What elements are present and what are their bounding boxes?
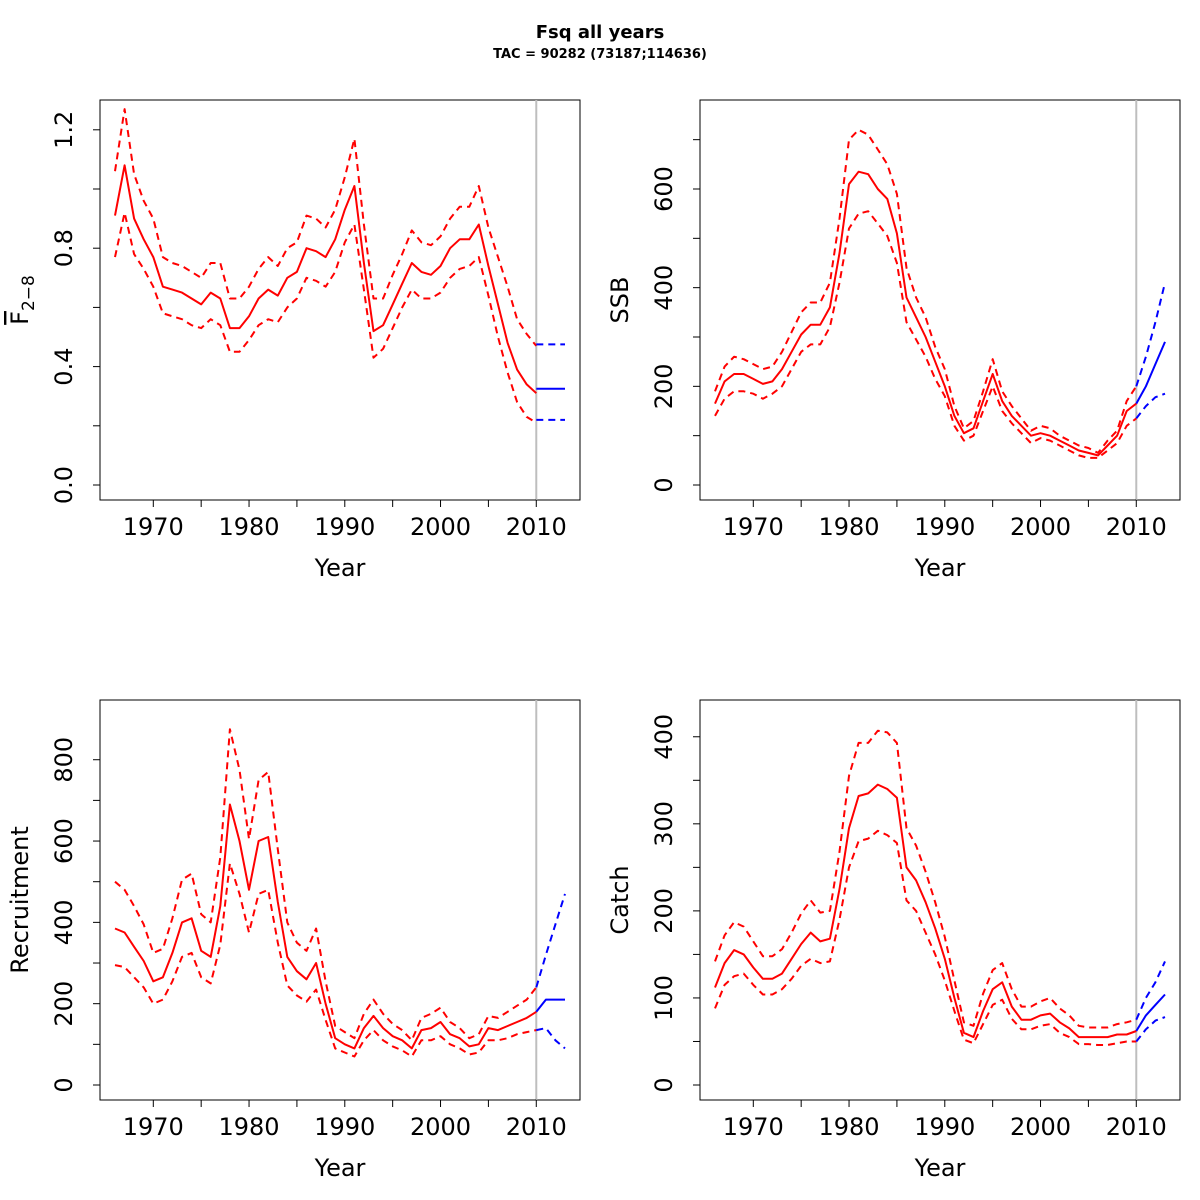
series-forecast-lower-line xyxy=(1135,1016,1166,1043)
x-tick-label: 2010 xyxy=(1106,1113,1167,1141)
x-tick-label: 1980 xyxy=(819,513,880,541)
panel-bottom-right: 1970 1980 1990 2000 2010 Year 0 100 200 300 400 Cat… xyxy=(606,699,1181,1182)
x-tick-label: 1970 xyxy=(723,1113,784,1141)
plot-frame xyxy=(99,99,581,501)
y-tick-label: 0 xyxy=(650,1077,678,1092)
x-tick-label: 1970 xyxy=(123,1113,184,1141)
series-forecast-line xyxy=(535,998,565,1013)
series-lower-line xyxy=(114,211,537,424)
series-forecast-upper-line xyxy=(1135,282,1166,387)
y-axis-label: SSB xyxy=(606,277,634,324)
series-lower-line xyxy=(114,862,537,1058)
y-tick-label: 0 xyxy=(650,477,678,492)
plot-frame xyxy=(99,699,581,1101)
plot-frame xyxy=(699,699,1181,1101)
series-upper-line xyxy=(714,128,1138,454)
y-tick-label: 1.2 xyxy=(50,111,78,149)
x-axis-label: Year xyxy=(314,1154,366,1182)
y-axis-label: Catch xyxy=(606,865,634,934)
panel-top-right: 1970 1980 1990 2000 2010 Year 0 200 400 600 SSB xyxy=(606,99,1181,582)
series-estimate-line xyxy=(114,803,537,1050)
x-axis-label: Year xyxy=(914,1154,966,1182)
series-lower-line xyxy=(714,210,1137,459)
x-axis-label: Year xyxy=(914,554,966,582)
series-estimate-line xyxy=(114,164,537,394)
figure-subtitle: TAC = 90282 (73187;114636) xyxy=(493,47,707,62)
x-tick-label: 1990 xyxy=(314,513,375,541)
figure-title: Fsq all years xyxy=(535,22,665,43)
x-tick-label: 2010 xyxy=(506,1113,567,1141)
series-forecast-line xyxy=(1135,341,1166,405)
y-axis-label: Recruitment xyxy=(6,826,34,973)
x-tick-label: 1990 xyxy=(914,513,975,541)
y-tick-label: 0.4 xyxy=(50,348,78,386)
y-tick-label: 100 xyxy=(650,975,678,1021)
y-tick-label: 400 xyxy=(50,899,78,945)
x-tick-label: 1980 xyxy=(219,513,280,541)
x-tick-label: 2000 xyxy=(410,513,471,541)
x-tick-label: 1990 xyxy=(914,1113,975,1141)
y-axis-label: F2−8 xyxy=(6,275,39,325)
y-tick-label: 0.8 xyxy=(50,229,78,267)
series-upper-line xyxy=(114,108,538,347)
series-upper-line xyxy=(714,729,1137,1029)
panel-top-left: 1970 1980 1990 2000 2010 Year 0.0 0.4 0.8 1.2 F2−8 xyxy=(6,99,581,582)
series-estimate-line xyxy=(714,783,1137,1039)
series-forecast-line xyxy=(1135,993,1166,1032)
x-tick-label: 1980 xyxy=(219,1113,280,1141)
x-tick-label: 1980 xyxy=(819,1113,880,1141)
series-estimate-line xyxy=(714,170,1137,457)
series-forecast-upper-line xyxy=(1135,960,1166,1021)
plot-frame xyxy=(699,99,1181,501)
x-tick-label: 2000 xyxy=(1010,1113,1071,1141)
y-tick-label: 200 xyxy=(650,363,678,409)
series-forecast-lower-line xyxy=(536,1027,566,1050)
series-forecast-upper-line xyxy=(535,893,566,988)
x-tick-label: 1970 xyxy=(123,513,184,541)
series-lower-line xyxy=(714,829,1137,1046)
y-tick-label: 400 xyxy=(650,265,678,311)
y-tick-label: 600 xyxy=(650,166,678,212)
panel-bottom-left: 1970 1980 1990 2000 2010 Year 0 200 400 600 800 Rec… xyxy=(6,699,581,1182)
x-axis-label: Year xyxy=(314,554,366,582)
y-tick-label: 200 xyxy=(50,981,78,1027)
y-tick-label: 0 xyxy=(50,1077,78,1092)
x-tick-label: 2000 xyxy=(1010,513,1071,541)
x-tick-label: 2010 xyxy=(506,513,567,541)
y-tick-label: 300 xyxy=(650,801,678,847)
y-tick-label: 400 xyxy=(650,714,678,760)
y-tick-label: 0.0 xyxy=(50,466,78,504)
x-tick-label: 1970 xyxy=(723,513,784,541)
x-tick-label: 2000 xyxy=(410,1113,471,1141)
y-tick-label: 200 xyxy=(650,888,678,934)
x-tick-label: 2010 xyxy=(1106,513,1167,541)
y-tick-label: 800 xyxy=(50,737,78,783)
series-upper-line xyxy=(114,728,538,1042)
y-tick-label: 600 xyxy=(50,818,78,864)
x-tick-label: 1990 xyxy=(314,1113,375,1141)
